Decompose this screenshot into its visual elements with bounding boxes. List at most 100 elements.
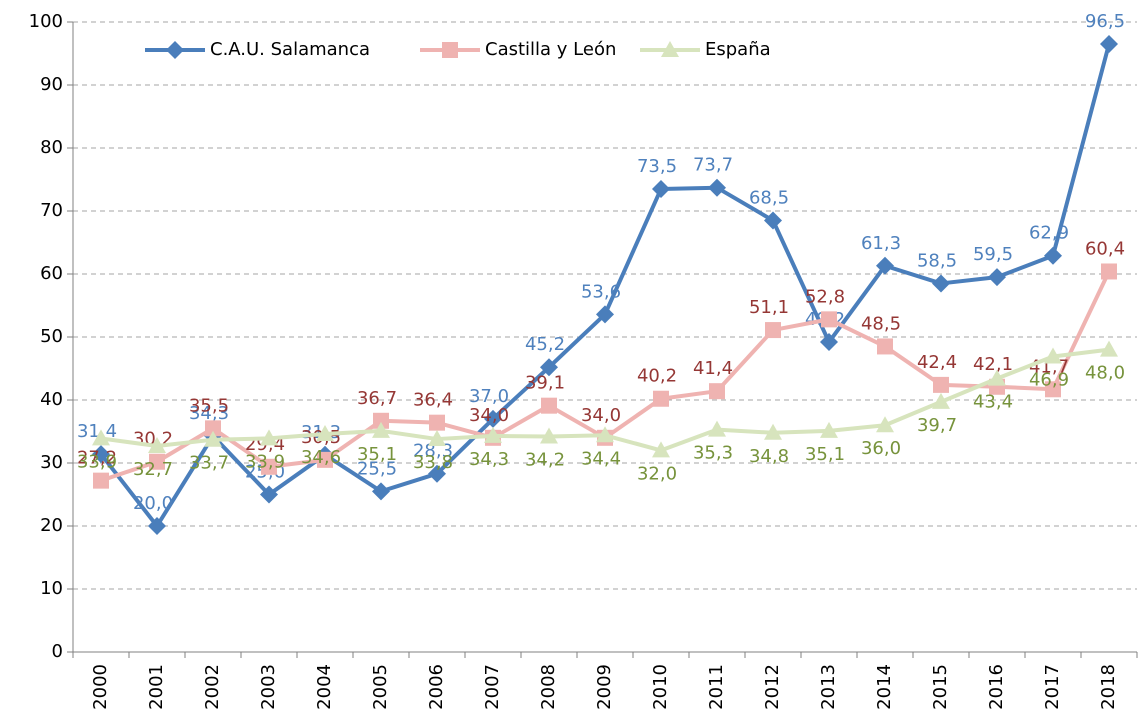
y-tick-label: 40 — [40, 389, 63, 410]
x-tick-label: 2005 — [370, 664, 391, 710]
marker — [540, 358, 558, 377]
marker — [1045, 381, 1061, 398]
x-tick-label: 2017 — [1042, 664, 1063, 710]
x-tick-label: 2009 — [594, 664, 615, 710]
data-label: 36,7 — [357, 388, 397, 409]
data-label: 53,6 — [581, 281, 621, 302]
marker — [652, 179, 670, 198]
marker — [820, 421, 838, 438]
marker — [652, 441, 670, 458]
x-tick-label: 2018 — [1098, 664, 1119, 710]
marker — [261, 458, 277, 475]
marker — [428, 430, 446, 447]
marker — [484, 409, 502, 428]
marker — [1100, 340, 1118, 357]
marker — [428, 464, 446, 483]
marker — [876, 256, 894, 275]
data-label: 20,0 — [133, 493, 173, 514]
data-label: 34,8 — [749, 446, 789, 467]
marker — [1100, 35, 1118, 54]
y-tick-label: 10 — [40, 578, 63, 599]
data-label: 34,3 — [469, 449, 509, 470]
legend-marker — [166, 41, 184, 59]
data-label: 34,2 — [525, 450, 565, 471]
marker — [820, 333, 838, 352]
marker — [372, 482, 390, 501]
marker — [148, 517, 166, 535]
data-label: 45,2 — [525, 334, 565, 355]
legend-marker — [661, 41, 679, 57]
data-label: 41,4 — [693, 358, 733, 379]
marker — [764, 423, 782, 440]
data-label: 34,6 — [301, 447, 341, 468]
data-label: 48,5 — [861, 313, 901, 334]
data-label: 33,8 — [413, 452, 453, 473]
data-label: 36,0 — [861, 438, 901, 459]
marker — [821, 311, 837, 328]
marker — [541, 397, 557, 414]
data-label: 35,1 — [805, 444, 845, 465]
x-tick-label: 2008 — [538, 664, 559, 710]
data-label: 42,4 — [917, 352, 957, 373]
data-label: 68,5 — [749, 187, 789, 208]
x-tick-label: 2011 — [706, 664, 727, 710]
x-tick-label: 2014 — [874, 664, 895, 710]
marker — [1101, 263, 1117, 280]
data-label: 34,3 — [189, 403, 229, 424]
marker — [260, 485, 278, 504]
data-label: 52,8 — [805, 286, 845, 307]
y-tick-label: 30 — [40, 452, 63, 473]
marker — [708, 178, 726, 197]
marker — [596, 426, 614, 443]
marker — [149, 453, 165, 470]
marker — [540, 427, 558, 444]
data-label: 33,9 — [245, 451, 285, 472]
data-label: 33,7 — [189, 453, 229, 474]
data-label: 42,1 — [973, 354, 1013, 375]
legend-label: C.A.U. Salamanca — [210, 39, 370, 60]
x-tick-label: 2003 — [258, 664, 279, 710]
x-tick-label: 2002 — [202, 664, 223, 710]
marker — [317, 451, 333, 468]
y-tick-label: 60 — [40, 263, 63, 284]
y-tick-label: 90 — [40, 74, 63, 95]
y-tick-label: 80 — [40, 137, 63, 158]
marker — [92, 445, 110, 464]
x-tick-label: 2004 — [314, 664, 335, 710]
legend-marker — [442, 42, 458, 58]
data-label: 73,5 — [637, 156, 677, 177]
marker — [372, 421, 390, 438]
marker — [988, 268, 1006, 287]
data-label: 33,9 — [77, 451, 117, 472]
data-label: 58,5 — [917, 250, 957, 271]
marker — [877, 338, 893, 355]
y-tick-label: 70 — [40, 200, 63, 221]
data-label: 25,5 — [357, 458, 397, 479]
x-tick-label: 2012 — [762, 664, 783, 710]
x-tick-label: 2010 — [650, 664, 671, 710]
x-tick-label: 2007 — [482, 664, 503, 710]
data-label: 27,2 — [77, 448, 117, 469]
x-tick-label: 2015 — [930, 664, 951, 710]
marker — [932, 392, 950, 409]
marker — [429, 414, 445, 431]
data-label: 48,0 — [1085, 363, 1125, 384]
marker — [933, 376, 949, 393]
data-label: 60,4 — [1085, 238, 1125, 259]
marker — [93, 472, 109, 489]
marker — [148, 436, 166, 453]
data-label: 35,3 — [693, 443, 733, 464]
data-label: 34,0 — [469, 405, 509, 426]
marker — [876, 416, 894, 433]
marker — [484, 426, 502, 443]
x-tick-label: 2001 — [146, 664, 167, 710]
marker — [932, 274, 950, 293]
marker — [204, 430, 222, 447]
x-tick-label: 2016 — [986, 664, 1007, 710]
data-label: 96,5 — [1085, 11, 1125, 32]
data-label: 39,1 — [525, 373, 565, 394]
y-tick-label: 50 — [40, 326, 63, 347]
x-tick-label: 2013 — [818, 664, 839, 710]
marker — [596, 305, 614, 324]
